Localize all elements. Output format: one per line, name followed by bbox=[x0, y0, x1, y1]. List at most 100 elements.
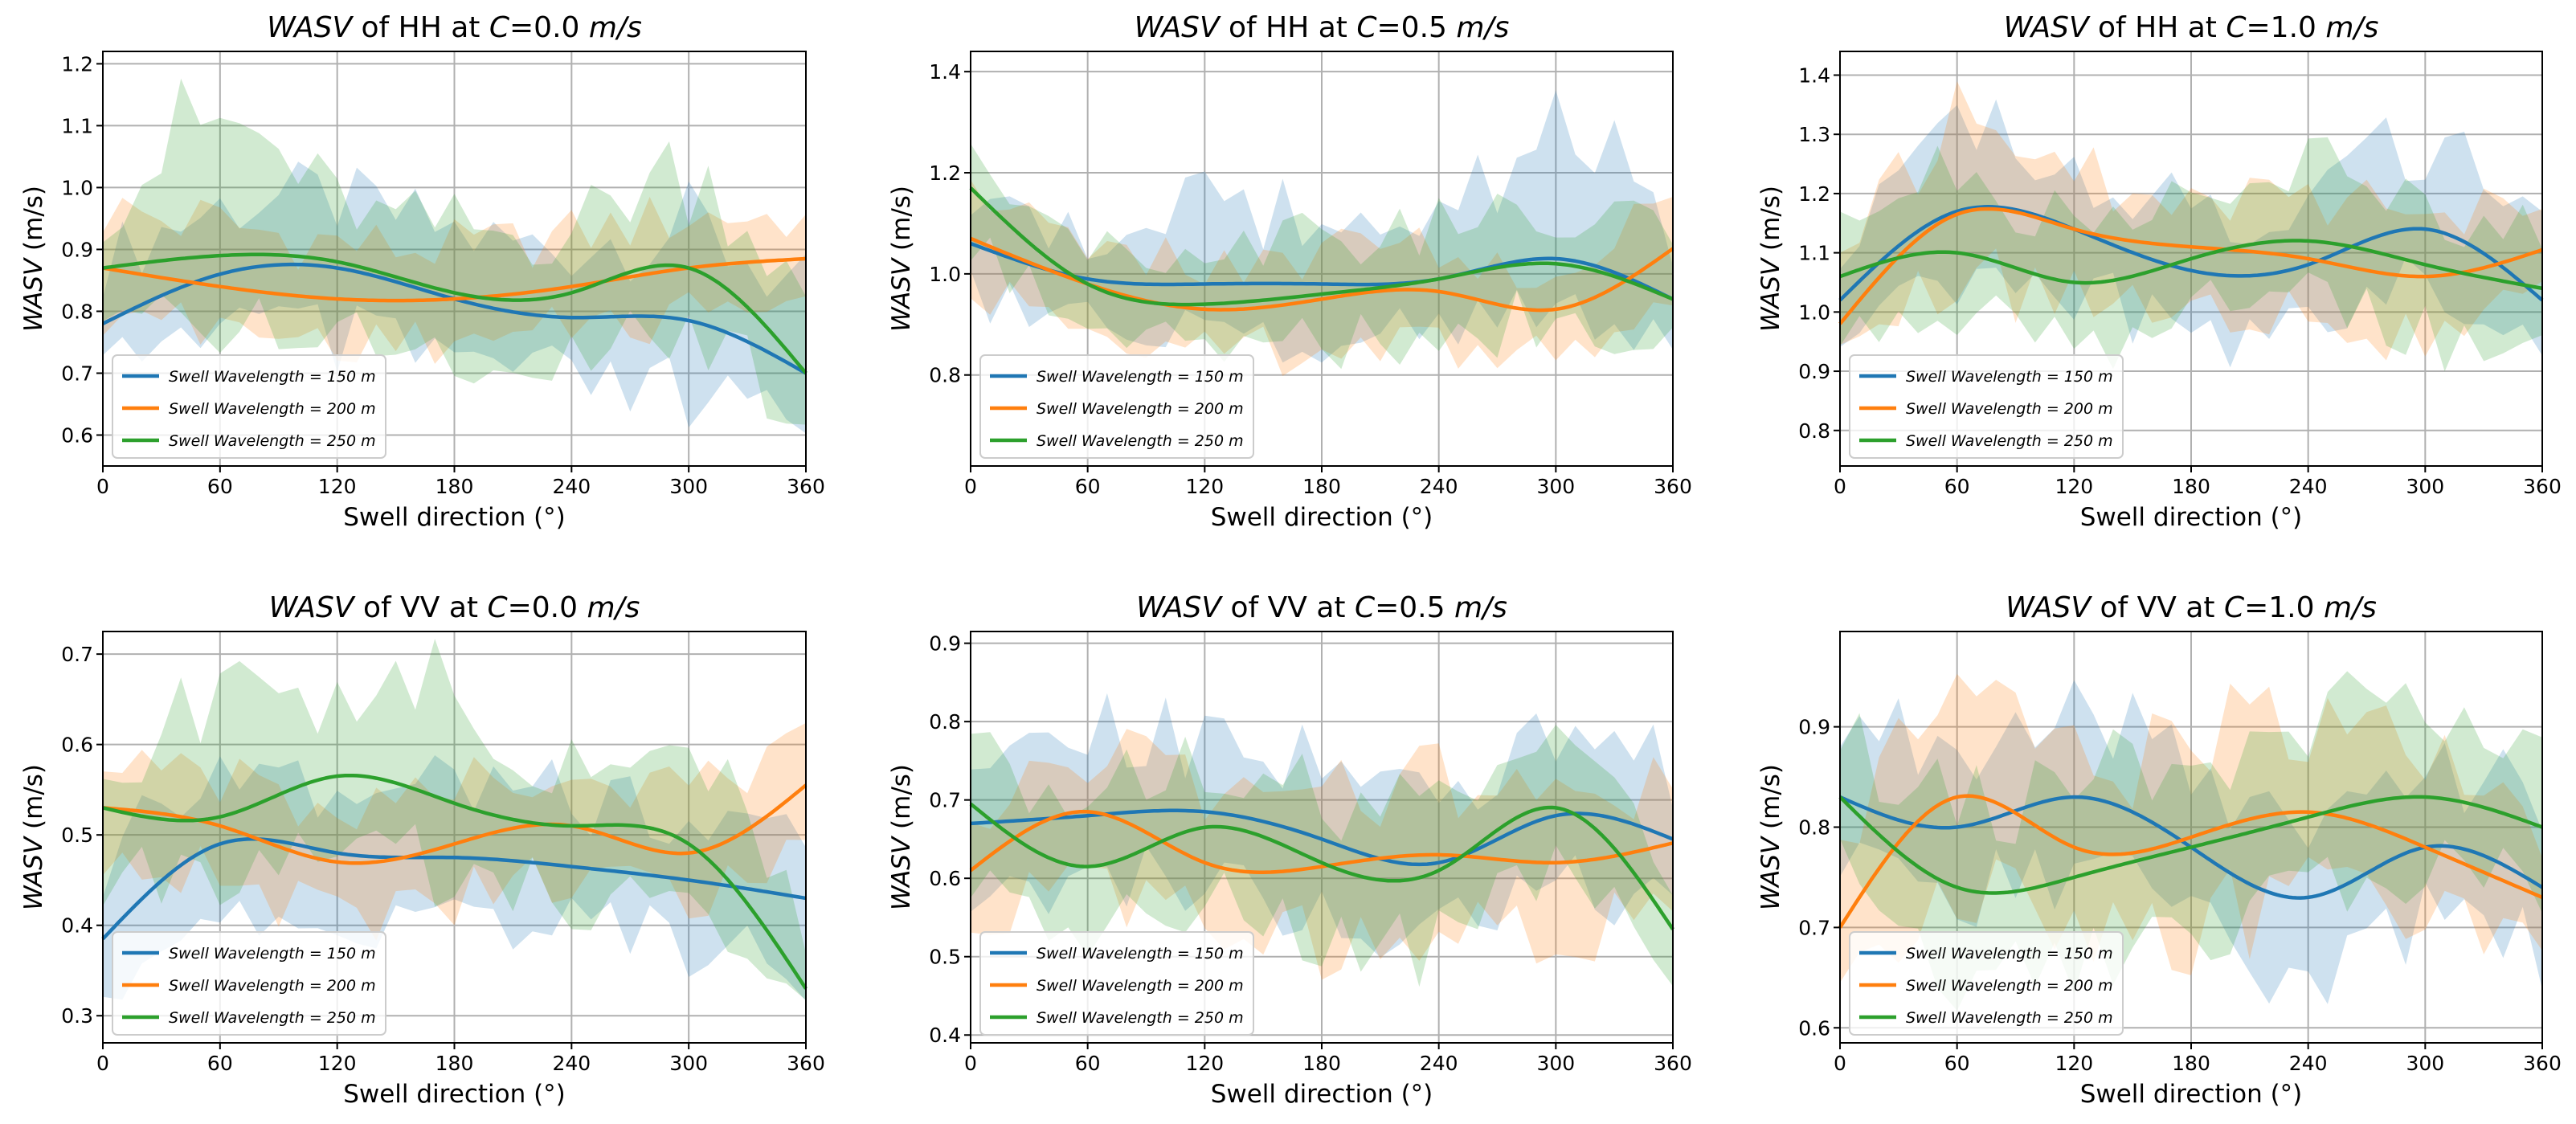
title-unit: m/s bbox=[587, 591, 640, 624]
y-tick-label: 1.3 bbox=[1798, 123, 1830, 146]
legend-label-150: Swell Wavelength = 150 m bbox=[169, 945, 376, 963]
band-250 bbox=[971, 143, 1673, 370]
x-tick-label: 120 bbox=[2055, 1052, 2093, 1075]
panel-3: 0 60 120 180 240 300 360 0.8 0.9 1.0 1.1 1.2 1.3 1.4 W… bbox=[1756, 11, 2562, 532]
title-c-var: C bbox=[1355, 591, 1376, 624]
x-axis-label: Swell direction (°) bbox=[343, 1080, 566, 1109]
title-c-var: C bbox=[1356, 11, 1377, 44]
x-tick-label: 120 bbox=[1185, 1052, 1224, 1075]
legend-label-200: Swell Wavelength = 200 m bbox=[169, 977, 376, 995]
title-c-val: =1.0 bbox=[2247, 11, 2326, 44]
x-tick-label: 360 bbox=[1654, 475, 1692, 498]
legend-box bbox=[1849, 931, 2124, 1036]
ylabel-unit: (m/s) bbox=[19, 186, 48, 259]
x-tick-label: 0 bbox=[1834, 475, 1846, 498]
x-tick-label: 120 bbox=[2055, 475, 2093, 498]
title-c-val: =1.0 bbox=[2244, 591, 2324, 624]
ylabel-unit: (m/s) bbox=[1756, 764, 1785, 837]
x-tick-label: 120 bbox=[1185, 475, 1224, 498]
band-150 bbox=[1840, 680, 2542, 1004]
title-pol: of HH at bbox=[352, 11, 489, 44]
x-tick-label: 60 bbox=[1944, 1052, 1970, 1075]
title-c-val: =0.0 bbox=[509, 11, 589, 44]
x-tick-label: 360 bbox=[2523, 475, 2562, 498]
y-tick-label: 1.0 bbox=[1798, 300, 1830, 324]
legend-box bbox=[112, 931, 386, 1036]
series-line-200 bbox=[969, 809, 1674, 874]
title-c-var: C bbox=[2224, 591, 2245, 624]
x-tick-label: 300 bbox=[1536, 475, 1575, 498]
series-line-150 bbox=[970, 808, 1674, 867]
x-tick-label: 120 bbox=[318, 475, 357, 498]
band-200 bbox=[103, 722, 806, 941]
x-tick-label: 360 bbox=[787, 1052, 825, 1075]
series-line-150 bbox=[101, 837, 807, 941]
chart-title: WASV of HH at C=0.0 m/s bbox=[267, 11, 642, 44]
x-axis-label: Swell direction (°) bbox=[1211, 1080, 1433, 1109]
y-tick-label: 1.2 bbox=[929, 161, 961, 185]
legend: Swell Wavelength = 150 m Swell Wavelength… bbox=[979, 354, 1254, 459]
x-axis-label: Swell direction (°) bbox=[1211, 503, 1433, 532]
series-line-200 bbox=[1838, 206, 2543, 325]
band-150 bbox=[1840, 99, 2542, 368]
series-line-200 bbox=[102, 783, 808, 865]
chart-title: WASV of HH at C=1.0 m/s bbox=[2004, 11, 2379, 44]
title-c-val: =0.0 bbox=[508, 591, 587, 624]
x-tick-label: 180 bbox=[435, 475, 474, 498]
title-metric: WASV bbox=[2004, 11, 2091, 44]
y-tick-label: 0.4 bbox=[929, 1024, 961, 1047]
title-unit: m/s bbox=[1456, 11, 1509, 44]
y-axis-label: WASV (m/s) bbox=[887, 186, 916, 332]
band-200 bbox=[1840, 673, 2542, 983]
x-tick-label: 300 bbox=[2406, 1052, 2444, 1075]
y-axis-label: WASV (m/s) bbox=[1756, 186, 1785, 332]
y-axis-label: WASV (m/s) bbox=[19, 764, 48, 910]
y-axis-label: WASV (m/s) bbox=[887, 764, 916, 910]
title-metric: WASV bbox=[267, 11, 354, 44]
grid bbox=[102, 51, 807, 466]
legend-label-150: Swell Wavelength = 150 m bbox=[1906, 368, 2113, 386]
x-tick-label: 240 bbox=[2289, 1052, 2328, 1075]
title-c-var: C bbox=[487, 591, 508, 624]
legend-box bbox=[112, 354, 386, 459]
band-200 bbox=[971, 179, 1673, 376]
title-c-val: =0.5 bbox=[1377, 11, 1457, 44]
x-tick-label: 0 bbox=[1834, 1052, 1846, 1075]
panel-6: 0 60 120 180 240 300 360 0.6 0.7 0.8 0.9 WASV of VV… bbox=[1756, 591, 2562, 1109]
y-tick-label: 0.7 bbox=[1798, 916, 1830, 939]
legend-label-200: Swell Wavelength = 200 m bbox=[1037, 400, 1244, 418]
legend-label-200: Swell Wavelength = 200 m bbox=[1906, 400, 2113, 418]
band-250 bbox=[1840, 137, 2542, 372]
x-tick-label: 60 bbox=[1075, 1052, 1101, 1075]
title-pol: of VV at bbox=[354, 591, 488, 624]
title-unit: m/s bbox=[1454, 591, 1507, 624]
x-axis-label: Swell direction (°) bbox=[2080, 1080, 2303, 1109]
x-tick-label: 180 bbox=[2172, 475, 2210, 498]
ylabel-metric: WASV bbox=[887, 256, 916, 332]
panel-2: 0 60 120 180 240 300 360 0.8 1.0 1.2 1.4 WASV of HH… bbox=[887, 11, 1692, 532]
x-tick-label: 180 bbox=[435, 1052, 474, 1075]
grid bbox=[970, 51, 1674, 466]
series-line-150 bbox=[1838, 205, 2544, 302]
band-250 bbox=[103, 639, 806, 1000]
legend-label-250: Swell Wavelength = 250 m bbox=[1037, 1009, 1244, 1027]
x-axis-label: Swell direction (°) bbox=[343, 503, 566, 532]
title-unit: m/s bbox=[2325, 11, 2378, 44]
y-tick-label: 0.8 bbox=[929, 710, 961, 734]
x-tick-label: 60 bbox=[1075, 475, 1101, 498]
y-tick-label: 0.6 bbox=[929, 867, 961, 890]
y-tick-label: 1.2 bbox=[61, 52, 93, 76]
legend-label-150: Swell Wavelength = 150 m bbox=[1906, 945, 2113, 963]
panel-1: 0 60 120 180 240 300 360 0.6 0.7 0.8 0.9 1.0 1.1 1.2 W… bbox=[19, 11, 825, 532]
y-tick-label: 0.8 bbox=[929, 364, 961, 387]
legend-label-200: Swell Wavelength = 200 m bbox=[1906, 977, 2113, 995]
band-200 bbox=[1840, 81, 2542, 361]
x-tick-label: 60 bbox=[1944, 475, 1970, 498]
x-axis-label: Swell direction (°) bbox=[2080, 503, 2303, 532]
x-tick-label: 120 bbox=[318, 1052, 357, 1075]
ylabel-unit: (m/s) bbox=[1756, 186, 1785, 259]
legend-label-200: Swell Wavelength = 200 m bbox=[169, 400, 376, 418]
chart-title: WASV of VV at C=0.5 m/s bbox=[1136, 591, 1507, 624]
y-tick-label: 0.5 bbox=[929, 946, 961, 969]
title-unit: m/s bbox=[2324, 591, 2377, 624]
